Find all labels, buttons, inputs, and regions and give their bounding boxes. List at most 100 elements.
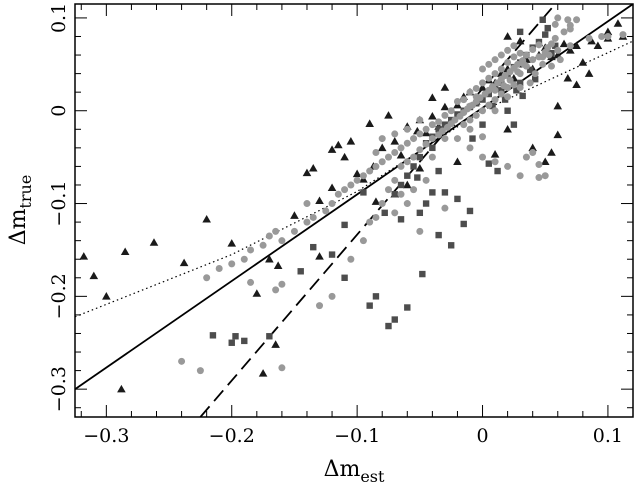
- square-point: [531, 75, 539, 83]
- triangle-point: [346, 137, 356, 145]
- triangle-point: [327, 145, 337, 153]
- circle-point: [378, 135, 386, 143]
- circle-point: [278, 280, 286, 288]
- circle-point: [391, 148, 399, 156]
- square-point: [404, 172, 411, 179]
- triangle-point: [308, 163, 318, 172]
- circle-point: [619, 31, 627, 39]
- square-point: [429, 189, 436, 196]
- circle-point: [215, 265, 223, 273]
- triangle-point: [553, 101, 563, 110]
- circle-point: [510, 81, 518, 89]
- circle-point: [516, 172, 524, 180]
- circle-point: [272, 227, 280, 235]
- circle-point: [491, 56, 499, 64]
- circle-point: [178, 357, 186, 365]
- square-point: [435, 126, 442, 133]
- x-tick-label: −0.3: [83, 425, 129, 447]
- triangle-point: [327, 183, 337, 191]
- triangle-point: [572, 80, 581, 88]
- y-tick-label: 0.1: [48, 3, 70, 33]
- circle-point: [422, 176, 430, 184]
- circle-point: [479, 107, 487, 115]
- triangle-point: [290, 211, 299, 219]
- circle-point: [504, 46, 512, 54]
- circle-point: [491, 70, 499, 78]
- triangle-point: [440, 83, 450, 91]
- circle-point: [441, 135, 449, 143]
- triangle-point: [102, 292, 111, 300]
- circle-point: [479, 133, 487, 141]
- triangle-point: [428, 93, 437, 101]
- square-point: [447, 242, 455, 249]
- triangle-point: [179, 258, 189, 267]
- circle-point: [347, 181, 355, 189]
- triangle-point: [302, 168, 312, 177]
- circle-point: [456, 112, 464, 120]
- circle-point: [556, 56, 564, 64]
- square-point: [419, 270, 426, 278]
- square-point: [429, 144, 436, 152]
- circle-point: [535, 41, 543, 49]
- circle-point: [378, 158, 386, 166]
- circle-point: [529, 45, 537, 53]
- circle-point: [441, 204, 449, 212]
- circle-point: [547, 62, 555, 70]
- triangle-point: [258, 369, 268, 377]
- circle-point: [372, 213, 380, 221]
- circle-point: [491, 107, 499, 115]
- circle-point: [453, 135, 461, 143]
- circle-point: [539, 60, 547, 68]
- square-point: [209, 332, 217, 339]
- line-solid: [75, 4, 633, 390]
- circle-point: [428, 121, 436, 129]
- circle-point: [485, 60, 493, 68]
- square-point: [460, 220, 467, 228]
- triangle-point: [340, 152, 349, 161]
- square-point: [297, 268, 304, 275]
- triangle-point: [515, 36, 525, 45]
- circle-point: [535, 174, 543, 182]
- triangle-point: [428, 111, 437, 120]
- triangle-point: [315, 252, 324, 260]
- circle-point: [422, 125, 430, 133]
- triangle-point: [440, 102, 450, 111]
- circle-point: [290, 227, 298, 235]
- circle-point: [366, 167, 374, 175]
- triangle-point: [315, 196, 324, 204]
- circle-point: [403, 125, 411, 133]
- triangle-point: [149, 238, 159, 246]
- circle-point: [497, 65, 505, 73]
- circle-point: [228, 260, 236, 268]
- square-point: [516, 79, 524, 87]
- circle-point: [485, 101, 493, 109]
- square-point: [494, 167, 501, 175]
- circle-point: [497, 51, 505, 59]
- square-point: [416, 209, 424, 217]
- square-point: [526, 66, 534, 74]
- circle-point: [491, 96, 499, 104]
- circle-point: [397, 144, 405, 152]
- circle-point: [272, 286, 280, 294]
- triangle-point: [396, 150, 406, 159]
- square-point: [435, 167, 442, 175]
- x-tick-label: −0.2: [209, 425, 255, 447]
- circle-point: [535, 161, 543, 169]
- circle-point: [522, 153, 530, 161]
- circle-point: [472, 111, 480, 119]
- square-point: [513, 87, 520, 94]
- circle-point: [506, 68, 514, 76]
- square-point: [366, 302, 373, 309]
- circle-point: [544, 44, 552, 52]
- triangle-point: [352, 169, 362, 178]
- circle-point: [441, 111, 449, 119]
- square-point: [504, 107, 511, 114]
- circle-point: [403, 158, 411, 166]
- triangle-point: [117, 384, 126, 393]
- square-point: [391, 191, 398, 198]
- square-point: [241, 337, 248, 345]
- axis-ticks: −0.3 −0.2 −0.1 0 0.1 0.1 0 −0.1 −0.2 −0.3: [48, 3, 634, 447]
- square-point: [404, 304, 411, 311]
- triangle-point: [120, 247, 130, 256]
